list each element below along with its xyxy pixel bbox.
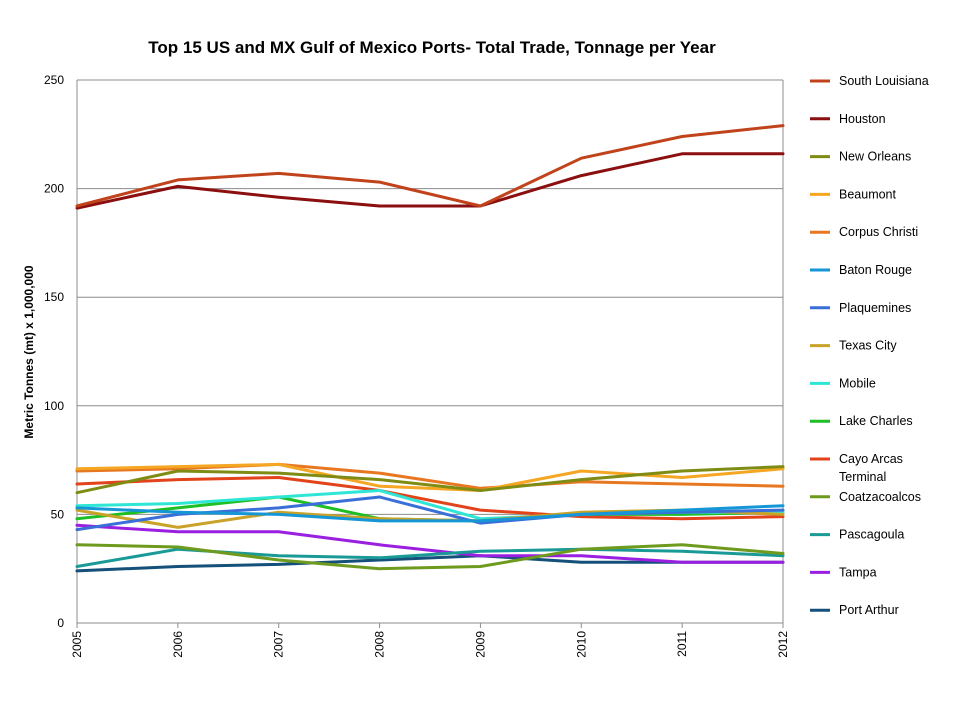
- y-tick-label: 0: [57, 616, 64, 630]
- legend: South Louisiana Houston New Orleans Beaumon…: [810, 74, 929, 617]
- legend-label-south-louisiana: South Louisiana: [839, 74, 929, 88]
- legend-label-texas-city: Texas City: [839, 339, 897, 353]
- y-tick-label: 250: [44, 73, 64, 87]
- legend-label-port-arthur: Port Arthur: [839, 603, 899, 617]
- series-line-south-louisiana: [75, 124, 785, 208]
- legend-label-cayo-arcas-terminal: Cayo Arcas Terminal: [839, 452, 903, 484]
- series-line-coatzacoalcos: [75, 543, 785, 571]
- y-axis: 0 50 100 150 200 250: [44, 73, 64, 630]
- legend-label-corpus-christi: Corpus Christi: [839, 225, 918, 239]
- x-tick-label: 2007: [272, 631, 286, 658]
- x-tick-label: 2006: [171, 631, 185, 658]
- legend-label-coatzacoalcos: Coatzacoalcos: [839, 490, 921, 504]
- series-line-houston: [75, 152, 785, 210]
- gridlines: [77, 79, 783, 515]
- legend-label-baton-rouge: Baton Rouge: [839, 263, 912, 277]
- x-tick-label: 2008: [373, 631, 387, 658]
- x-tick-label: 2009: [473, 631, 487, 658]
- chart-title: Top 15 US and MX Gulf of Mexico Ports- T…: [148, 38, 716, 57]
- y-tick-label: 100: [44, 399, 64, 413]
- plot-frame: [76, 80, 784, 624]
- x-tick-label: 2011: [675, 631, 689, 657]
- x-axis: 2005 2006 2007 2008 2009 2010 2011 2012: [70, 623, 790, 658]
- legend-label-beaumont: Beaumont: [839, 187, 897, 201]
- legend-label-houston: Houston: [839, 112, 886, 126]
- x-tick-label: 2010: [574, 631, 588, 658]
- series-line-tampa: [75, 523, 785, 564]
- x-tick-label: 2005: [70, 631, 84, 658]
- legend-label-mobile: Mobile: [839, 376, 876, 390]
- y-tick-label: 200: [44, 182, 64, 196]
- series-line-baton-rouge: [75, 504, 785, 523]
- legend-label-pascagoula: Pascagoula: [839, 528, 904, 542]
- legend-label-new-orleans: New Orleans: [839, 150, 911, 164]
- series-line-beaumont: [75, 462, 785, 492]
- legend-label-lake-charles: Lake Charles: [839, 414, 913, 428]
- legend-label-tampa: Tampa: [839, 565, 877, 579]
- series-lines: [75, 124, 785, 573]
- y-tick-label: 50: [51, 507, 65, 521]
- legend-label-plaquemines: Plaquemines: [839, 301, 911, 315]
- series-line-new-orleans: [75, 465, 785, 495]
- x-tick-label: 2012: [776, 631, 790, 658]
- y-tick-label: 150: [44, 290, 64, 304]
- series-line-corpus-christi: [75, 462, 785, 490]
- y-axis-label: Metric Tonnes (mt) x 1,000,000: [22, 265, 36, 439]
- series-line-cayo-arcas-terminal: [75, 476, 785, 521]
